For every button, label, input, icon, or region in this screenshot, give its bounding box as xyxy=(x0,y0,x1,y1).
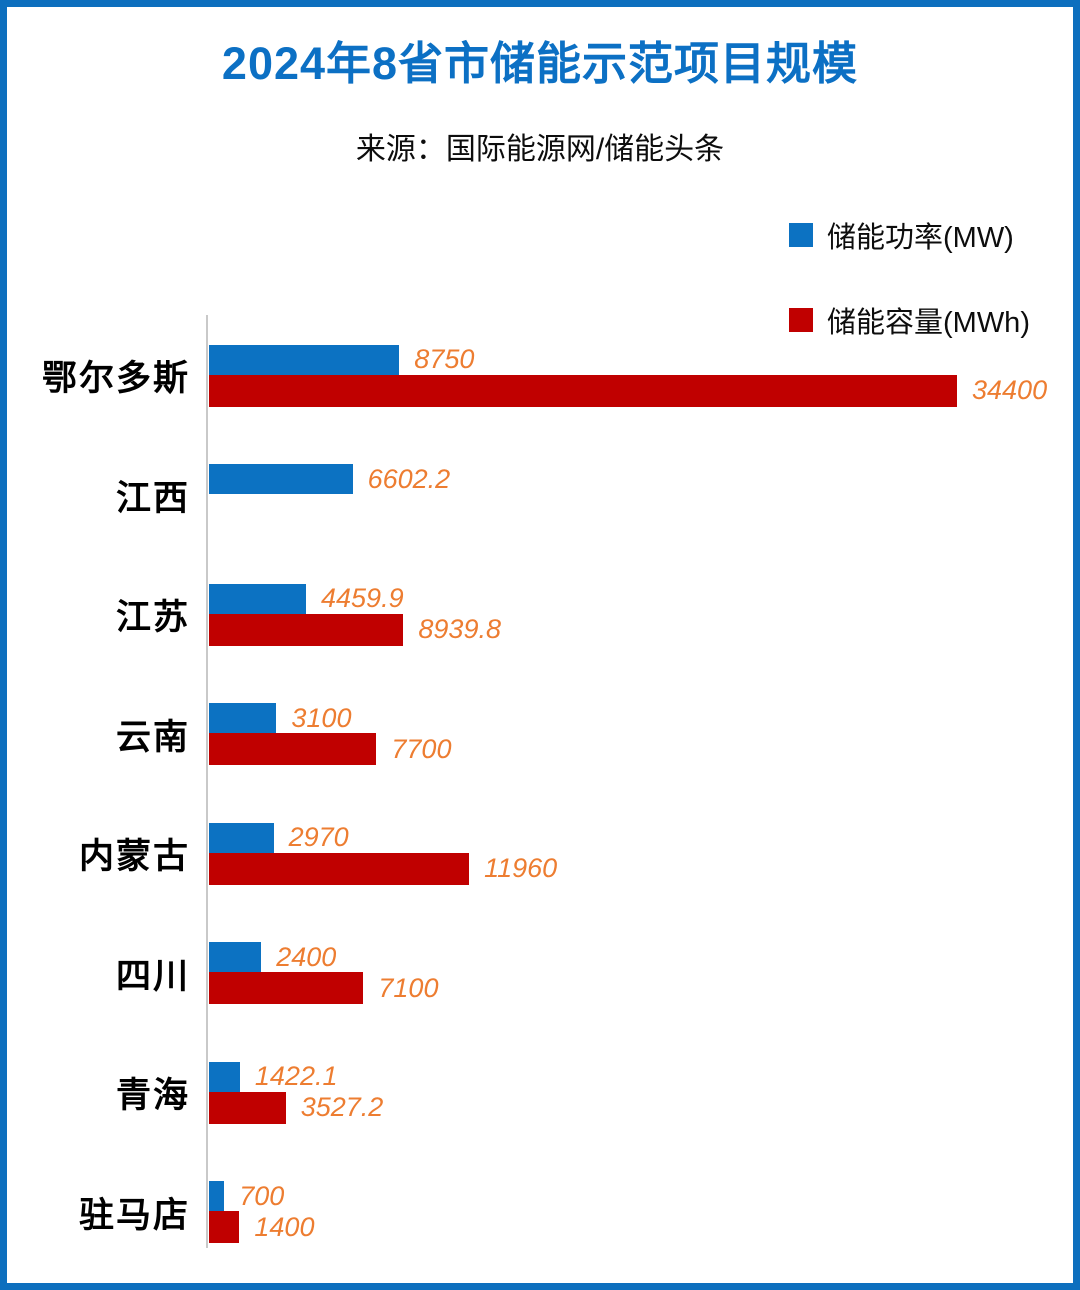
capacity-bar-line: 11960 xyxy=(209,852,1073,885)
power-bar-line: 2400 xyxy=(209,941,1073,973)
legend: 储能功率(MW) 储能容量(MWh) xyxy=(789,214,1030,341)
capacity-bar-line: 1400 xyxy=(209,1211,1073,1244)
chart-plot-area: 鄂尔多斯 8750 34400 江西 6602.2 江苏 4459.9 8939.8 云南 310… xyxy=(7,316,1073,1272)
bar-group: 2970 11960 xyxy=(209,822,1073,885)
chart-row: 四川 2400 7100 xyxy=(7,914,1073,1034)
capacity-bar-line: 34400 xyxy=(209,374,1073,407)
value-label: 1422.1 xyxy=(254,1061,338,1092)
capacity-bar xyxy=(209,374,957,407)
value-label: 3100 xyxy=(291,702,352,733)
capacity-bar xyxy=(209,852,470,885)
capacity-bar xyxy=(209,613,404,646)
chart-row: 青海 1422.1 3527.2 xyxy=(7,1033,1073,1153)
bar-group: 700 1400 xyxy=(209,1180,1073,1244)
power-bar-line: 3100 xyxy=(209,702,1073,734)
chart-row: 鄂尔多斯 8750 34400 xyxy=(7,316,1073,436)
capacity-bar-line: 7700 xyxy=(209,733,1073,766)
power-series-swatch-icon xyxy=(789,223,813,247)
power-bar-line: 2970 xyxy=(209,822,1073,853)
capacity-bar-line: 7100 xyxy=(209,972,1073,1005)
y-axis-line xyxy=(206,315,208,1248)
capacity-bar xyxy=(209,733,377,766)
value-label: 2400 xyxy=(276,941,337,972)
value-label: 6602.2 xyxy=(367,463,451,494)
chart-row: 云南 3100 7700 xyxy=(7,675,1073,795)
value-label: 11960 xyxy=(484,853,558,884)
category-label: 云南 xyxy=(115,717,190,757)
capacity-bar xyxy=(209,972,364,1005)
bar-group: 4459.9 8939.8 xyxy=(209,583,1073,646)
category-label: 青海 xyxy=(115,1076,190,1116)
value-label: 700 xyxy=(239,1180,285,1211)
value-label: 1400 xyxy=(254,1211,315,1242)
bar-group: 2400 7100 xyxy=(209,941,1073,1005)
power-bar xyxy=(209,942,262,973)
power-bar xyxy=(209,703,277,734)
legend-item-capacity: 储能容量(MWh) xyxy=(789,299,1030,341)
capacity-bar-line xyxy=(209,494,1073,526)
chart-row: 江苏 4459.9 8939.8 xyxy=(7,555,1073,675)
source-label: 来源：国际能源网/储能头条 xyxy=(355,133,725,166)
chart-row: 驻马店 700 1400 xyxy=(7,1153,1073,1273)
bar-group: 6602.2 xyxy=(209,464,1073,526)
value-label: 7100 xyxy=(378,972,439,1003)
bar-group: 1422.1 3527.2 xyxy=(209,1061,1073,1124)
value-label: 3527.2 xyxy=(300,1092,384,1123)
category-label: 四川 xyxy=(115,956,190,996)
power-bar xyxy=(209,464,353,495)
category-label: 江苏 xyxy=(115,598,190,638)
power-bar-line: 8750 xyxy=(209,344,1073,375)
capacity-bar xyxy=(209,1091,286,1124)
legend-label-capacity: 储能容量(MWh) xyxy=(827,307,1030,339)
bar-group: 3100 7700 xyxy=(209,702,1073,766)
power-bar xyxy=(209,344,400,375)
chart-row: 内蒙古 2970 11960 xyxy=(7,794,1073,914)
chart-title: 2024年8省市储能示范项目规模 xyxy=(221,38,859,89)
power-bar xyxy=(209,822,274,853)
category-label: 鄂尔多斯 xyxy=(41,359,190,399)
category-label: 驻马店 xyxy=(78,1195,190,1235)
value-label: 7700 xyxy=(391,733,452,764)
power-bar xyxy=(209,1061,240,1092)
capacity-bar-line: 3527.2 xyxy=(209,1091,1073,1124)
power-bar-line: 4459.9 xyxy=(209,583,1073,614)
category-label: 内蒙古 xyxy=(78,837,190,877)
category-label: 江西 xyxy=(115,478,190,518)
power-bar xyxy=(209,583,306,614)
power-bar xyxy=(209,1181,225,1212)
bar-group: 8750 34400 xyxy=(209,344,1073,407)
value-label: 8939.8 xyxy=(418,614,501,645)
value-label: 8750 xyxy=(414,344,475,375)
chart-row: 江西 6602.2 xyxy=(7,436,1073,556)
power-bar-line: 1422.1 xyxy=(209,1061,1073,1092)
legend-label-power: 储能功率(MW) xyxy=(827,222,1014,254)
power-bar-line: 6602.2 xyxy=(209,463,1073,495)
value-label: 2970 xyxy=(288,822,349,853)
capacity-bar xyxy=(209,1211,240,1244)
value-label: 4459.9 xyxy=(321,583,404,614)
power-bar-line: 700 xyxy=(209,1180,1073,1212)
value-label: 34400 xyxy=(972,375,1048,406)
legend-item-power: 储能功率(MW) xyxy=(789,214,1030,256)
capacity-series-swatch-icon xyxy=(789,308,813,332)
capacity-bar-line: 8939.8 xyxy=(209,613,1073,646)
